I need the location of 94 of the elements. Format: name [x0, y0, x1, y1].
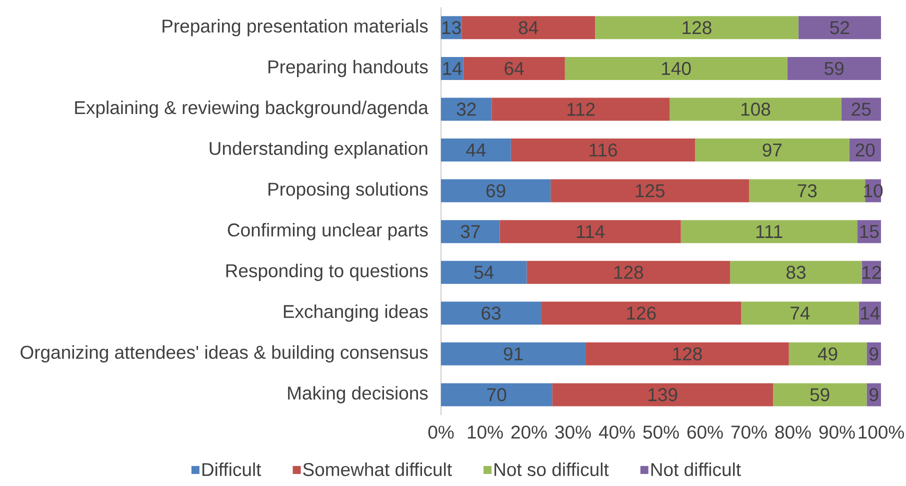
data-label: 70 [487, 388, 506, 402]
data-label: 64 [504, 62, 524, 76]
x2-tick-label: 0% [428, 426, 454, 439]
bar [440, 342, 586, 366]
bar [492, 98, 670, 121]
bar [787, 56, 881, 80]
bar [440, 260, 527, 284]
bar [510, 138, 696, 162]
bar [500, 220, 681, 244]
bar [440, 302, 542, 325]
y-tick-label: Exchanging ideas [284, 304, 428, 322]
bar [772, 383, 867, 406]
data-label: 9 [870, 347, 878, 360]
data-label: 59 [810, 388, 830, 402]
bar [462, 16, 596, 40]
data-label: 32 [456, 102, 476, 116]
data-label: 112 [567, 102, 595, 116]
bar [440, 383, 552, 406]
data-label: 128 [673, 347, 702, 360]
x2-tick-label: 20% [511, 426, 547, 439]
data-label: 52 [830, 21, 850, 34]
data-label: 20 [856, 143, 875, 157]
legend-label: Somewhat difficult [303, 462, 452, 476]
bar [564, 56, 788, 80]
y-tick-label: Responding to questions [226, 264, 428, 281]
data-label: 49 [818, 347, 838, 360]
data-label: 97 [762, 143, 782, 157]
bar [440, 138, 511, 162]
data-label: 69 [486, 184, 506, 198]
data-label: 116 [590, 143, 617, 157]
bar [541, 302, 742, 325]
bar [730, 260, 862, 284]
data-label: 9 [870, 388, 878, 402]
y-tick-label: Proposing solutions [268, 182, 428, 200]
y-tick-label: Preparing handouts [268, 60, 428, 78]
legend-label: Not so difficult [494, 462, 609, 476]
bar [440, 179, 551, 202]
data-label: 126 [627, 306, 656, 320]
bar [463, 56, 565, 80]
data-label: 108 [741, 102, 770, 116]
x2-tick-label: 70% [731, 426, 767, 439]
y-tick-label: Explaining & reviewing background/agenda [75, 100, 428, 118]
bar [741, 302, 859, 325]
legend-label: Difficult [202, 462, 262, 476]
data-label: 73 [798, 184, 817, 198]
data-label: 128 [682, 21, 712, 34]
bar [749, 179, 866, 202]
y-tick-label: Organizing attendees' ideas & building consensus [20, 345, 428, 363]
data-label: 128 [614, 266, 644, 279]
data-label: 59 [824, 62, 844, 76]
data-label: 15 [860, 225, 879, 238]
x2-tick-label: 90% [819, 426, 855, 439]
data-label: 91 [504, 347, 523, 360]
bar [526, 260, 730, 284]
y-tick-label: Confirming unclear parts [228, 222, 428, 240]
x2-tick-label: 40% [598, 426, 635, 439]
data-label: 139 [648, 388, 678, 402]
data-label: 84 [518, 21, 538, 34]
legend-label: Not difficult [651, 462, 741, 476]
x2-tick-label: 60% [687, 426, 723, 439]
bar [695, 138, 850, 162]
bar [788, 342, 867, 366]
data-label: 54 [474, 266, 494, 279]
bar [798, 16, 881, 40]
data-label: 111 [756, 225, 782, 238]
data-label: 25 [852, 102, 871, 116]
x2-tick-label: 100% [858, 426, 904, 439]
x2-tick-label: 80% [775, 426, 811, 439]
data-label: 37 [460, 225, 480, 238]
data-label: 14 [861, 306, 880, 320]
bar [550, 179, 750, 202]
y-tick-label: Understanding explanation [210, 141, 428, 159]
bar [552, 383, 773, 406]
bar [586, 342, 789, 366]
data-label: 12 [862, 266, 881, 279]
bar [595, 16, 798, 40]
data-label: 63 [482, 306, 501, 320]
y-tick-label: Making decisions [288, 386, 428, 404]
bar [680, 220, 858, 244]
data-label: 14 [443, 62, 462, 75]
data-label: 13 [442, 21, 461, 34]
data-label: 125 [636, 184, 665, 198]
data-label: 114 [576, 225, 605, 238]
y-tick-label: Preparing presentation materials [162, 19, 428, 36]
bar [440, 220, 500, 244]
x2-tick-label: 10% [468, 426, 503, 439]
data-label: 74 [790, 306, 810, 320]
x2-tick-label: 30% [555, 426, 591, 439]
bar [440, 98, 492, 121]
bar [670, 98, 842, 121]
x2-tick-label: 50% [643, 426, 679, 439]
data-label: 140 [662, 62, 691, 76]
data-label: 44 [466, 144, 486, 156]
data-label: 83 [786, 266, 806, 279]
